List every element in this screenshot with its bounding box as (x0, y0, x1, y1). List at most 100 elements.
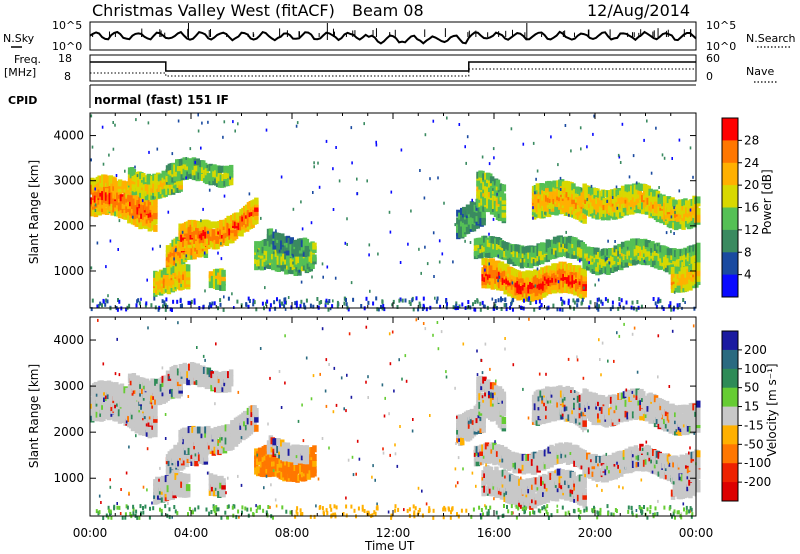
noise-cell (257, 249, 259, 253)
ground-cell (652, 297, 655, 301)
ground-cell (662, 307, 665, 311)
echo-cell (250, 205, 255, 213)
ground-cell (415, 296, 418, 301)
noise-cell (570, 149, 572, 153)
echo-cell (516, 255, 521, 263)
ground-cell (118, 299, 121, 304)
echo-cell (139, 397, 144, 405)
echo-cell (696, 196, 701, 204)
echo-cell (185, 444, 191, 452)
noise-cell (207, 230, 209, 234)
echo-cell (203, 251, 209, 258)
noise-cell (643, 138, 645, 142)
echo-cell (597, 200, 602, 208)
echo-cell (239, 229, 244, 237)
ground-cell (573, 300, 576, 305)
noise-cell (420, 271, 422, 275)
echo-cell (310, 262, 315, 269)
ground-cell (305, 298, 308, 303)
echo-cell (235, 219, 241, 227)
echo-cell (272, 242, 277, 250)
echo-cell (225, 379, 230, 387)
echo-cell (527, 270, 532, 278)
ground-cell (661, 305, 664, 310)
ground-cell (589, 300, 592, 305)
ground-cell (552, 303, 555, 308)
echo-cell (646, 249, 651, 257)
echo-cell (554, 203, 559, 211)
noise-cell (220, 242, 222, 246)
noise-cell (313, 165, 315, 169)
echo-cell (267, 458, 272, 466)
echo-cell (519, 261, 525, 269)
echo-cell (228, 164, 234, 172)
noise-cell (670, 215, 673, 219)
ground-cell (290, 305, 293, 310)
ground-cell (540, 303, 543, 307)
echo-cell (547, 265, 552, 273)
noise-cell (534, 191, 536, 195)
noise-cell (181, 230, 184, 234)
ground-cell (436, 296, 439, 301)
echo-cell (185, 473, 191, 481)
noise-cell (175, 263, 177, 267)
ground-cell (278, 299, 281, 304)
ground-cell (138, 301, 141, 306)
noise-cell (147, 121, 150, 125)
echo-cell (153, 217, 158, 225)
ground-cell (137, 298, 140, 303)
noise-cell (532, 141, 535, 145)
echo-cell (202, 162, 208, 170)
noise-cell (136, 174, 139, 178)
noise-cell (346, 243, 348, 246)
ground-cell (179, 303, 182, 308)
echo-cell (261, 263, 267, 270)
ground-cell (299, 304, 302, 309)
echo-cell (187, 219, 193, 227)
echo-cell (154, 378, 159, 386)
echo-cell (153, 430, 158, 438)
noise-cell (185, 254, 188, 258)
echo-cell (276, 232, 281, 240)
echo-cell (501, 214, 507, 222)
ground-cell (598, 297, 600, 302)
ground-cell (145, 301, 148, 306)
ground-cell (419, 303, 422, 308)
ground-cell (320, 300, 323, 304)
noise-cell (344, 241, 347, 245)
echo-cell (467, 217, 473, 225)
echo-cell (312, 242, 317, 250)
noise-cell (185, 176, 187, 180)
echo-cell (254, 415, 259, 423)
noise-cell (156, 147, 159, 151)
ground-cell (418, 301, 421, 306)
power-colorbar-label: Power [dB] (760, 169, 774, 234)
ground-cell (601, 301, 604, 306)
echo-cell (141, 173, 146, 180)
colorbar-tick-label: 12 (744, 223, 759, 237)
ground-cell (678, 303, 681, 307)
noise-cell (497, 279, 499, 283)
echo-cell (501, 202, 507, 210)
noise-cell (673, 232, 675, 235)
colorbar-swatch (722, 185, 738, 208)
nsearch-tick-bottom: 10^0 (706, 40, 736, 53)
noise-cell (232, 120, 234, 124)
noise-cell (454, 223, 456, 227)
echo-cell (178, 364, 184, 371)
noise-cell (278, 249, 281, 253)
noise-cell (689, 146, 692, 150)
noise-cell (369, 289, 371, 293)
nsearch-tick-top: 10^5 (706, 19, 736, 32)
noise-cell (292, 207, 295, 211)
ground-cell (401, 298, 404, 303)
echo-cell (209, 221, 215, 229)
noise-cell (296, 121, 299, 125)
echo-cell (280, 233, 285, 241)
ground-cell (577, 298, 580, 303)
noise-cell (350, 126, 353, 130)
ground-cell (569, 305, 572, 310)
echo-cell (620, 185, 626, 193)
